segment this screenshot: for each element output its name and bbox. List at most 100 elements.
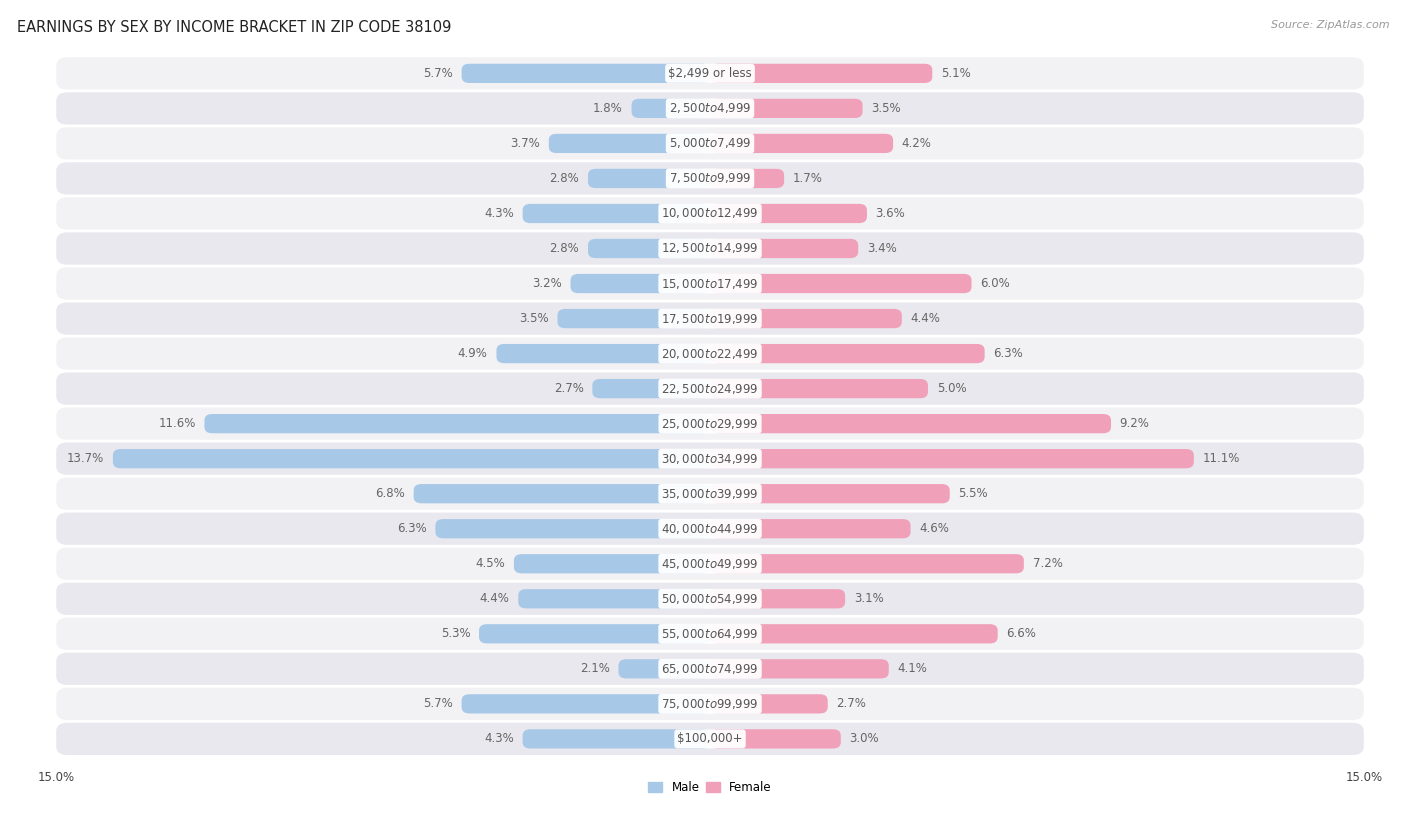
FancyBboxPatch shape [56, 478, 1364, 510]
FancyBboxPatch shape [56, 373, 1364, 405]
Text: 2.7%: 2.7% [837, 698, 866, 711]
Text: $22,500 to $24,999: $22,500 to $24,999 [661, 382, 759, 396]
Text: 1.7%: 1.7% [793, 172, 823, 185]
Text: 6.3%: 6.3% [396, 523, 427, 536]
FancyBboxPatch shape [56, 92, 1364, 125]
FancyBboxPatch shape [496, 344, 710, 363]
FancyBboxPatch shape [710, 133, 893, 153]
FancyBboxPatch shape [588, 168, 710, 188]
Legend: Male, Female: Male, Female [644, 777, 776, 799]
FancyBboxPatch shape [56, 653, 1364, 685]
Text: $10,000 to $12,499: $10,000 to $12,499 [661, 207, 759, 221]
Text: $2,500 to $4,999: $2,500 to $4,999 [669, 102, 751, 116]
Text: 13.7%: 13.7% [67, 452, 104, 465]
Text: 6.0%: 6.0% [980, 277, 1010, 290]
FancyBboxPatch shape [56, 197, 1364, 230]
Text: 1.8%: 1.8% [593, 102, 623, 115]
Text: 6.3%: 6.3% [993, 347, 1024, 360]
FancyBboxPatch shape [558, 309, 710, 328]
Text: $30,000 to $34,999: $30,000 to $34,999 [661, 452, 759, 466]
Text: $5,000 to $7,499: $5,000 to $7,499 [669, 137, 751, 151]
FancyBboxPatch shape [56, 303, 1364, 335]
Text: 4.5%: 4.5% [475, 558, 505, 571]
FancyBboxPatch shape [56, 127, 1364, 160]
FancyBboxPatch shape [548, 133, 710, 153]
Text: 5.0%: 5.0% [936, 382, 966, 395]
FancyBboxPatch shape [710, 379, 928, 398]
FancyBboxPatch shape [56, 232, 1364, 265]
FancyBboxPatch shape [710, 168, 785, 188]
FancyBboxPatch shape [631, 98, 710, 118]
Text: 2.8%: 2.8% [550, 172, 579, 185]
FancyBboxPatch shape [56, 268, 1364, 300]
FancyBboxPatch shape [112, 449, 710, 468]
Text: 3.4%: 3.4% [868, 242, 897, 255]
Text: 3.6%: 3.6% [876, 207, 905, 220]
FancyBboxPatch shape [710, 239, 858, 258]
FancyBboxPatch shape [56, 57, 1364, 90]
Text: 2.1%: 2.1% [579, 663, 610, 676]
Text: $12,500 to $14,999: $12,500 to $14,999 [661, 242, 759, 256]
FancyBboxPatch shape [710, 554, 1024, 573]
Text: 6.6%: 6.6% [1007, 628, 1036, 641]
FancyBboxPatch shape [519, 589, 710, 608]
Text: 3.1%: 3.1% [853, 593, 883, 606]
FancyBboxPatch shape [56, 688, 1364, 720]
Text: 4.4%: 4.4% [911, 312, 941, 325]
Text: 11.6%: 11.6% [159, 417, 195, 430]
Text: 5.5%: 5.5% [959, 488, 988, 500]
FancyBboxPatch shape [710, 414, 1111, 433]
FancyBboxPatch shape [56, 443, 1364, 475]
FancyBboxPatch shape [710, 63, 932, 83]
Text: $100,000+: $100,000+ [678, 733, 742, 746]
Text: 11.1%: 11.1% [1202, 452, 1240, 465]
FancyBboxPatch shape [413, 484, 710, 503]
Text: $65,000 to $74,999: $65,000 to $74,999 [661, 662, 759, 676]
Text: 7.2%: 7.2% [1032, 558, 1063, 571]
FancyBboxPatch shape [710, 309, 901, 328]
FancyBboxPatch shape [592, 379, 710, 398]
FancyBboxPatch shape [523, 204, 710, 223]
Text: 2.7%: 2.7% [554, 382, 583, 395]
Text: $35,000 to $39,999: $35,000 to $39,999 [661, 487, 759, 501]
Text: 2.8%: 2.8% [550, 242, 579, 255]
FancyBboxPatch shape [56, 162, 1364, 195]
Text: 5.7%: 5.7% [423, 67, 453, 80]
FancyBboxPatch shape [710, 519, 911, 538]
Text: $75,000 to $99,999: $75,000 to $99,999 [661, 697, 759, 711]
FancyBboxPatch shape [710, 694, 828, 714]
FancyBboxPatch shape [710, 344, 984, 363]
FancyBboxPatch shape [56, 408, 1364, 440]
Text: 4.2%: 4.2% [901, 137, 932, 150]
FancyBboxPatch shape [619, 659, 710, 678]
Text: 9.2%: 9.2% [1119, 417, 1150, 430]
Text: EARNINGS BY SEX BY INCOME BRACKET IN ZIP CODE 38109: EARNINGS BY SEX BY INCOME BRACKET IN ZIP… [17, 20, 451, 35]
FancyBboxPatch shape [436, 519, 710, 538]
Text: 6.8%: 6.8% [375, 488, 405, 500]
Text: 3.5%: 3.5% [872, 102, 901, 115]
FancyBboxPatch shape [204, 414, 710, 433]
Text: 4.3%: 4.3% [484, 207, 515, 220]
Text: 4.4%: 4.4% [479, 593, 509, 606]
Text: $50,000 to $54,999: $50,000 to $54,999 [661, 592, 759, 606]
Text: 4.6%: 4.6% [920, 523, 949, 536]
Text: $55,000 to $64,999: $55,000 to $64,999 [661, 627, 759, 641]
FancyBboxPatch shape [461, 694, 710, 714]
Text: 3.2%: 3.2% [531, 277, 562, 290]
FancyBboxPatch shape [710, 274, 972, 293]
FancyBboxPatch shape [710, 484, 950, 503]
Text: 5.3%: 5.3% [440, 628, 470, 641]
Text: $45,000 to $49,999: $45,000 to $49,999 [661, 557, 759, 571]
FancyBboxPatch shape [710, 589, 845, 608]
Text: $25,000 to $29,999: $25,000 to $29,999 [661, 417, 759, 431]
Text: 5.7%: 5.7% [423, 698, 453, 711]
FancyBboxPatch shape [710, 204, 868, 223]
FancyBboxPatch shape [56, 583, 1364, 615]
Text: 4.3%: 4.3% [484, 733, 515, 746]
Text: $40,000 to $44,999: $40,000 to $44,999 [661, 522, 759, 536]
FancyBboxPatch shape [56, 723, 1364, 755]
FancyBboxPatch shape [588, 239, 710, 258]
Text: $7,500 to $9,999: $7,500 to $9,999 [669, 172, 751, 186]
Text: 5.1%: 5.1% [941, 67, 970, 80]
Text: $2,499 or less: $2,499 or less [668, 67, 752, 80]
